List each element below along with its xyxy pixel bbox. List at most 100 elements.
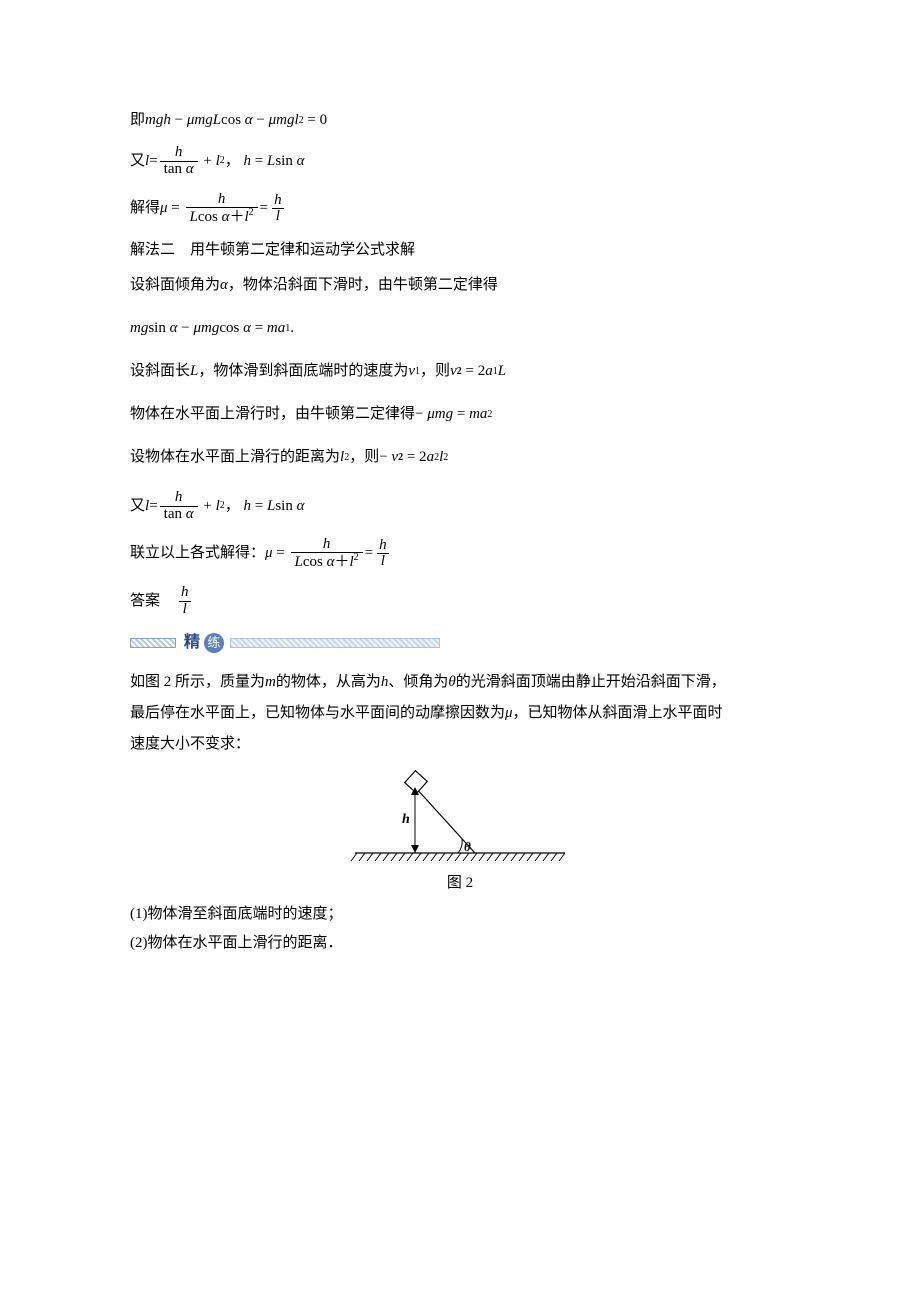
math-expr: μmgl (269, 110, 299, 131)
text: ，则 (420, 361, 450, 382)
text-line: 设斜面倾角为 α ，物体沿斜面下滑时，由牛顿第二定律得 (130, 275, 790, 296)
denominator: tan α (160, 161, 198, 178)
subscript: 2 (443, 451, 448, 465)
math-var: L (267, 151, 275, 172)
math-expr: ma (469, 404, 487, 425)
text: + (200, 496, 216, 517)
section-heading: 精 练 (130, 632, 790, 654)
math-var: h (244, 151, 252, 172)
math-var: m (265, 672, 276, 693)
text: 如图 2 所示，质量为 (130, 672, 265, 693)
text: 设斜面长 (130, 361, 190, 382)
heading-bar-left (130, 638, 176, 648)
heading-bar-right (230, 638, 440, 648)
fraction: h Lcos α＋l2 (186, 192, 258, 227)
math-var: α (186, 506, 194, 522)
math-var: h (381, 672, 389, 693)
text: cos (219, 318, 243, 339)
fraction: h l (375, 538, 391, 571)
text: = (453, 404, 469, 425)
text-line: 设物体在水平面上滑行的距离为 l2 ，则 − v2 = 2a2l2 (130, 447, 790, 468)
fraction: h l (177, 585, 193, 618)
text: = (251, 318, 267, 339)
answer-line: 答案 h l (130, 585, 790, 618)
text: sin (275, 151, 296, 172)
subscript: 2 (487, 408, 492, 422)
text: sin (148, 318, 169, 339)
denominator: Lcos α＋l2 (291, 552, 363, 571)
inclined-plane-diagram: h θ (345, 769, 575, 869)
text: 的光滑斜面顶端由静止开始沿斜面下滑， (456, 672, 726, 693)
text: − (379, 447, 391, 468)
heading-label: 精 (184, 632, 200, 654)
math-expr: μmg (427, 404, 453, 425)
h-label: h (402, 812, 410, 827)
text: − (171, 110, 187, 131)
text-line: 解法二 用牛顿第二定律和运动学公式求解 (130, 240, 790, 261)
text: 的物体，从高为 (276, 672, 381, 693)
equation-line-1: 即 mgh − μmgLcos α − μmgl2 = 0 (130, 110, 790, 131)
denominator: tan α (160, 506, 198, 523)
denominator: Lcos α＋l2 (186, 207, 258, 226)
text: 又 (130, 151, 145, 172)
math-var: L (267, 496, 275, 517)
text: = (251, 151, 267, 172)
text: 、倾角为 (388, 672, 448, 693)
math-var: α (186, 161, 194, 177)
math-var: L (498, 361, 506, 382)
text: = (260, 198, 268, 219)
text: sin (275, 496, 296, 517)
text: 联立以上各式解得： (130, 543, 265, 564)
problem-text-2: 最后停在水平面上，已知物体与水平面间的动摩擦因数为 μ ，已知物体从斜面滑上水平… (130, 703, 790, 724)
text: = (149, 496, 157, 517)
numerator: h (319, 537, 335, 553)
text: = (365, 543, 373, 564)
numerator: h (214, 192, 230, 208)
text: 即 (130, 110, 145, 131)
text: ， (225, 496, 244, 517)
fraction: h Lcos α＋l2 (291, 537, 363, 572)
math-var: μ (160, 198, 168, 219)
text: ，物体沿斜面下滑时，由牛顿第二定律得 (228, 275, 498, 296)
equation-line-4: mgsin α − μmgcos α = ma1. (130, 318, 790, 339)
math-expr: mg (130, 318, 148, 339)
equation-line-2: 又 l = h tan α + l2， h = Lsin α (130, 145, 790, 178)
text-line: 设斜面长 L ，物体滑到斜面底端时的速度为 v1 ，则 v2 = 2a1L (130, 361, 790, 382)
fraction: h tan α (160, 490, 198, 523)
math-var: α (297, 496, 305, 517)
text: = (251, 496, 267, 517)
math-var: θ (448, 672, 455, 693)
text: = (149, 151, 157, 172)
text: 答案 (130, 591, 175, 612)
text: 设物体在水平面上滑行的距离为 (130, 447, 340, 468)
equation-line-6: 联立以上各式解得： μ = h Lcos α＋l2 = h l (130, 537, 790, 572)
math-var: α (170, 318, 178, 339)
question-1: (1)物体滑至斜面底端时的速度； (130, 904, 790, 925)
text: = 0 (304, 110, 327, 131)
denominator: l (377, 553, 389, 570)
text: . (290, 318, 294, 339)
text: ，物体滑到斜面底端时的速度为 (198, 361, 408, 382)
math-var: v (391, 447, 398, 468)
math-var: α (245, 110, 253, 131)
text: = 2 (462, 361, 485, 382)
problem-text-3: 速度大小不变求： (130, 734, 790, 755)
math-var: v (450, 361, 457, 382)
text: − (253, 110, 269, 131)
denominator: l (272, 208, 284, 225)
figure-2: h θ 图 2 (130, 769, 790, 894)
numerator: h (171, 490, 187, 506)
figure-caption: 图 2 (447, 873, 473, 894)
text: ，已知物体从斜面滑上水平面时 (513, 703, 723, 724)
math-expr: μmg (193, 318, 219, 339)
equation-line-5: 又 l = h tan α + l2， h = Lsin α (130, 490, 790, 523)
math-var: v (408, 361, 415, 382)
text: = (273, 543, 289, 564)
text: − (415, 404, 427, 425)
math-var: μ (265, 543, 273, 564)
math-var: α (243, 318, 251, 339)
problem-text-1: 如图 2 所示，质量为 m 的物体，从高为 h 、倾角为 θ 的光滑斜面顶端由静… (130, 672, 790, 693)
math-var: L (190, 361, 198, 382)
math-expr: mgh (145, 110, 171, 131)
math-var: α (297, 151, 305, 172)
